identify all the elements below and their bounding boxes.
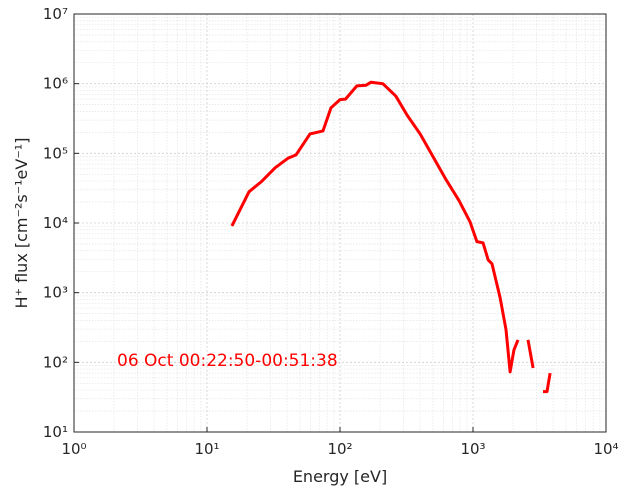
x-axis-label: Energy [eV] xyxy=(293,467,387,486)
y-axis-label: H⁺ flux [cm⁻²s⁻¹eV⁻¹] xyxy=(12,138,31,309)
y-tick-label: 10⁶ xyxy=(43,75,68,93)
y-tick-label: 10⁵ xyxy=(43,144,68,162)
y-tick-label: 10¹ xyxy=(43,423,68,441)
x-tick-label: 10² xyxy=(327,440,352,458)
annotation: 06 Oct 00:22:50-00:51:38 xyxy=(117,351,338,371)
data-line xyxy=(230,80,552,394)
x-tick-label: 10¹ xyxy=(194,440,219,458)
x-tick-label: 10⁴ xyxy=(593,440,618,458)
y-tick-label: 10⁷ xyxy=(43,5,68,23)
y-tick-label: 10³ xyxy=(43,284,68,302)
y-tick-label: 10² xyxy=(43,353,68,371)
x-tick-label: 10⁰ xyxy=(61,440,86,458)
x-tick-label: 10³ xyxy=(460,440,485,458)
y-tick-label: 10⁴ xyxy=(43,214,68,232)
